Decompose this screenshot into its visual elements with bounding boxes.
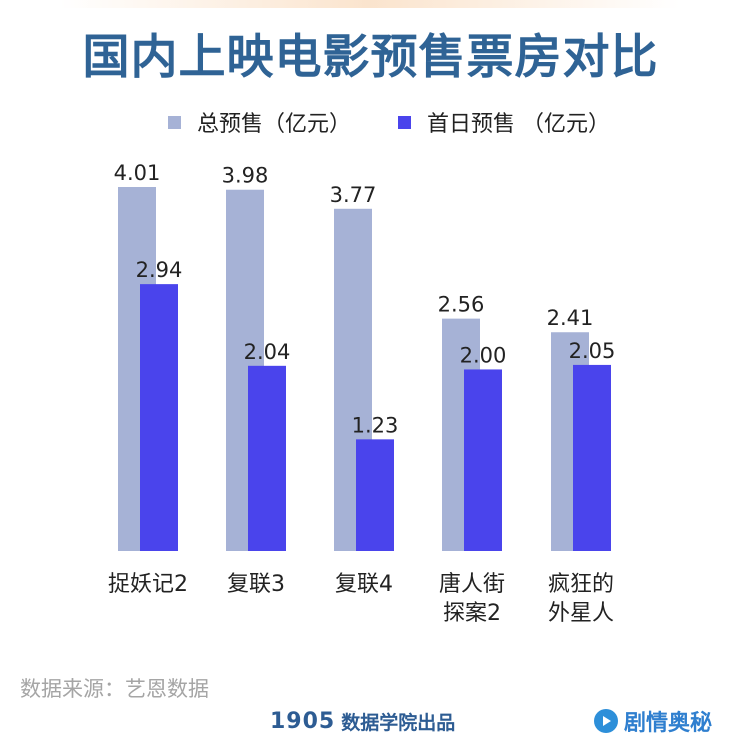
source-note: 数据来源：艺恩数据 (20, 677, 209, 701)
value-label-total-0: 4.01 (114, 161, 161, 185)
legend-item-first-day: 首日预售 （亿元） (398, 106, 610, 138)
brand-1905-text: 数据学院出品 (341, 712, 456, 734)
value-label-first-day-1: 2.04 (244, 340, 291, 364)
value-label-total-2: 3.77 (330, 183, 377, 207)
value-label-total-3: 2.56 (438, 293, 485, 317)
category-label-3-1: 探案2 (443, 601, 501, 626)
brand-1905-logo: 1905 (270, 709, 336, 734)
bar-first-day-4 (573, 364, 611, 551)
value-label-first-day-4: 2.05 (569, 339, 616, 363)
brand-1905: 1905 数据学院出品 (270, 708, 455, 735)
category-label-4-1: 外星人 (548, 601, 614, 626)
value-label-first-day-3: 2.00 (460, 343, 507, 367)
watermark-text: 剧情奥秘 (624, 711, 713, 736)
bar-first-day-2 (356, 439, 394, 551)
legend-label-total: 总预售（亿元） (197, 112, 352, 137)
legend-swatch-total (168, 115, 181, 129)
play-icon (594, 709, 618, 733)
top-decoration (60, 0, 680, 8)
value-label-first-day-2: 1.23 (352, 413, 399, 437)
category-label-2-0: 复联4 (335, 572, 393, 597)
category-label-4-0: 疯狂的 (548, 572, 614, 597)
bar-first-day-3 (464, 369, 502, 551)
category-label-3-0: 唐人街 (439, 572, 505, 597)
category-label-1-0: 复联3 (227, 572, 285, 597)
bar-first-day-1 (248, 365, 286, 551)
category-label-0-0: 捉妖记2 (108, 572, 188, 597)
chart-title: 国内上映电影预售票房对比 (82, 30, 659, 85)
legend-swatch-first-day (398, 115, 411, 129)
value-label-first-day-0: 2.94 (136, 258, 183, 282)
watermark-brand: 剧情奥秘 (594, 705, 712, 737)
value-label-total-4: 2.41 (547, 306, 594, 330)
legend: 总预售（亿元） 首日预售 （亿元） (0, 106, 741, 140)
value-label-total-1: 3.98 (222, 164, 269, 188)
legend-label-first-day: 首日预售 （亿元） (427, 112, 610, 137)
bar-first-day-0 (140, 284, 178, 551)
legend-item-total: 总预售（亿元） (168, 106, 351, 138)
